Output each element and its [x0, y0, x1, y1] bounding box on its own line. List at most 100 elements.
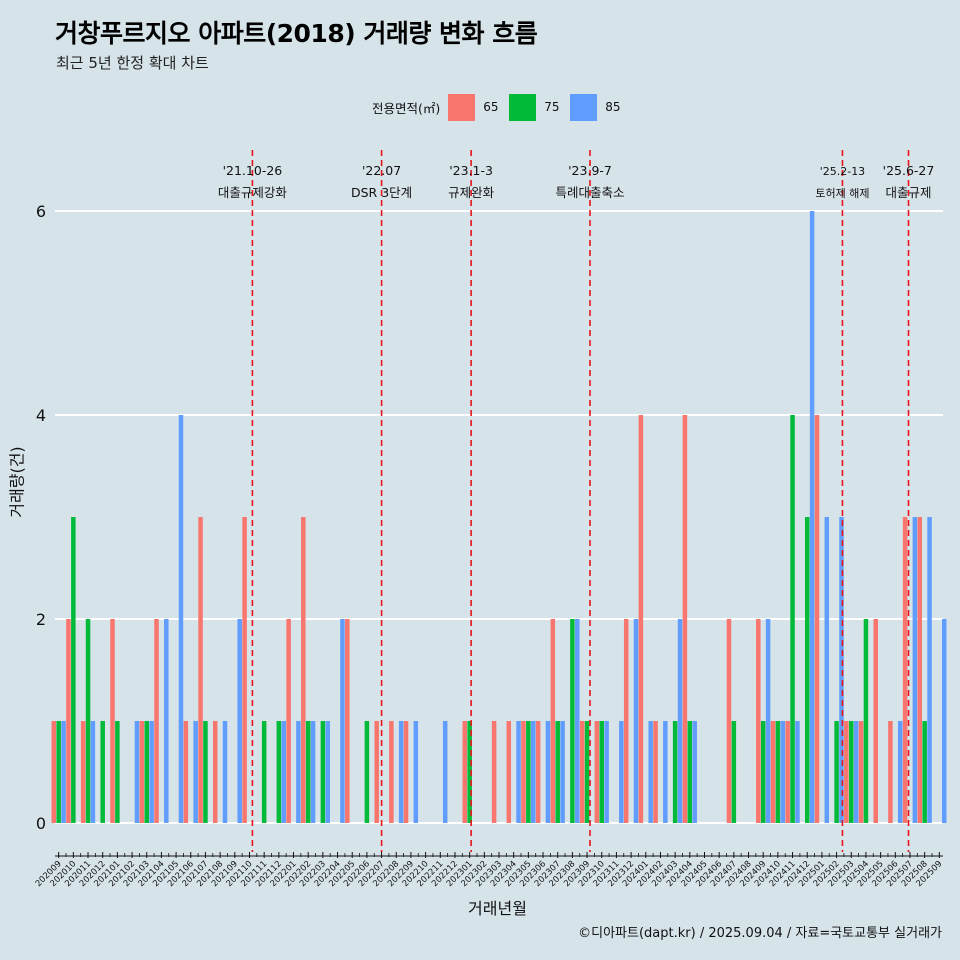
bar-75-202404 — [687, 721, 693, 823]
bar-85-202103 — [149, 721, 154, 823]
bar-65-202508 — [917, 517, 923, 823]
event-date-label: '23.1-3 — [449, 163, 493, 178]
bar-65-202202 — [301, 517, 306, 823]
bar-65-202205 — [345, 619, 350, 823]
bar-85-202403 — [677, 619, 683, 823]
bar-65-202304 — [506, 721, 512, 823]
bar-75-202107 — [203, 721, 208, 823]
bar-85-202307 — [560, 721, 565, 823]
event-date-label: '25.2-13 — [820, 165, 865, 178]
event-date-label: '22.07 — [362, 163, 401, 178]
bar-85-202306 — [545, 721, 551, 823]
bar-75-202010 — [71, 517, 76, 823]
bar-65-202207 — [374, 721, 379, 823]
bar-85-202502 — [839, 517, 844, 823]
bar-85-202009 — [61, 721, 66, 823]
bar-85-202411 — [795, 721, 800, 823]
bar-75-202111 — [261, 721, 267, 823]
bar-85-202501 — [824, 517, 830, 823]
bar-65-202411 — [785, 721, 790, 823]
bar-85-202204 — [340, 619, 345, 823]
bar-85-202202 — [310, 721, 316, 823]
bar-85-202508 — [927, 517, 932, 823]
legend: 전용면적(㎡) 65 75 85 — [372, 92, 631, 122]
bar-65-202402 — [653, 721, 658, 823]
bar-75-202112 — [276, 721, 282, 823]
bar-75-202009 — [56, 721, 61, 823]
legend-title: 전용면적(㎡) — [372, 100, 441, 116]
source-footer: ©디아파트(dapt.kr) / 2025.09.04 / 자료=국토교통부 실… — [578, 926, 942, 941]
event-name-label: 규제완화 — [448, 185, 495, 200]
legend-label-85: 85 — [605, 100, 621, 114]
bar-65-202303 — [491, 721, 497, 823]
legend-item-85: 85 — [570, 93, 627, 121]
bar-75-202502 — [834, 721, 839, 823]
event-name-label: 대출규제강화 — [218, 185, 288, 200]
bar-65-202309 — [579, 721, 585, 823]
bar-85-202410 — [780, 721, 786, 823]
bar-65-202503 — [844, 721, 849, 823]
bar-75-202103 — [144, 721, 149, 823]
bar-75-202504 — [863, 619, 869, 823]
bar-85-202104 — [164, 619, 169, 823]
bar-75-202206 — [364, 721, 370, 823]
bar-65-202103 — [139, 721, 145, 823]
bar-65-202410 — [770, 721, 776, 823]
bar-75-202310 — [599, 721, 604, 823]
bar-65-202110 — [242, 517, 247, 823]
bar-65-202106 — [183, 721, 189, 823]
bar-65-202312 — [623, 619, 629, 823]
bar-75-202101 — [115, 721, 120, 823]
legend-label-75: 75 — [544, 100, 560, 114]
bar-65-202507 — [902, 517, 908, 823]
bar-65-202504 — [858, 721, 864, 823]
bar-85-202106 — [193, 721, 198, 823]
bar-65-202101 — [110, 619, 115, 823]
bar-75-202309 — [584, 721, 590, 823]
page-title: 거창푸르지오 아파트(2018) 거래량 변화 흐름 — [55, 19, 538, 48]
bar-75-202012 — [100, 721, 105, 823]
bar-65-202209 — [403, 721, 409, 823]
bar-65-202307 — [550, 619, 556, 823]
bar-65-202011 — [80, 721, 86, 823]
bar-85-202305 — [530, 721, 536, 823]
bar-75-202011 — [85, 619, 91, 823]
bar-85-202201 — [296, 721, 301, 823]
event-date-label: '21.10-26 — [223, 163, 283, 178]
bar-75-202305 — [526, 721, 531, 823]
bar-65-202505 — [873, 619, 878, 823]
event-name-label: 토허제 해제 — [815, 186, 869, 200]
bar-75-202409 — [760, 721, 766, 823]
bar-65-202407 — [726, 619, 732, 823]
bar-85-202203 — [325, 721, 331, 823]
bar-85-202211 — [442, 721, 448, 823]
y-tick-label: 6 — [36, 202, 46, 221]
legend-swatch-85 — [570, 93, 598, 121]
bar-85-202509 — [941, 619, 947, 823]
bar-85-202507 — [912, 517, 918, 823]
y-tick-label: 2 — [36, 610, 46, 629]
legend-swatch-75 — [509, 93, 537, 121]
legend-label-65: 65 — [483, 100, 499, 114]
event-date-label: '23.9-7 — [568, 163, 612, 178]
bar-65-202310 — [594, 721, 600, 823]
bar-85-202102 — [134, 721, 140, 823]
bar-85-202209 — [413, 721, 419, 823]
bar-65-202010 — [66, 619, 71, 823]
bar-65-202506 — [888, 721, 893, 823]
bar-85-202503 — [853, 721, 859, 823]
bar-75-202503 — [849, 721, 854, 823]
bar-75-202202 — [305, 721, 311, 823]
bar-85-202402 — [663, 721, 668, 823]
bar-65-202404 — [682, 415, 688, 823]
event-name-label: 특례대출축소 — [555, 185, 624, 200]
bar-85-202308 — [575, 619, 580, 823]
bar-65-202201 — [286, 619, 291, 823]
bar-75-202403 — [672, 721, 678, 823]
bar-85-202401 — [648, 721, 653, 823]
bar-85-202112 — [281, 721, 286, 823]
bar-85-202105 — [178, 415, 184, 823]
bar-65-202107 — [198, 517, 203, 823]
bar-75-202301 — [467, 721, 472, 823]
